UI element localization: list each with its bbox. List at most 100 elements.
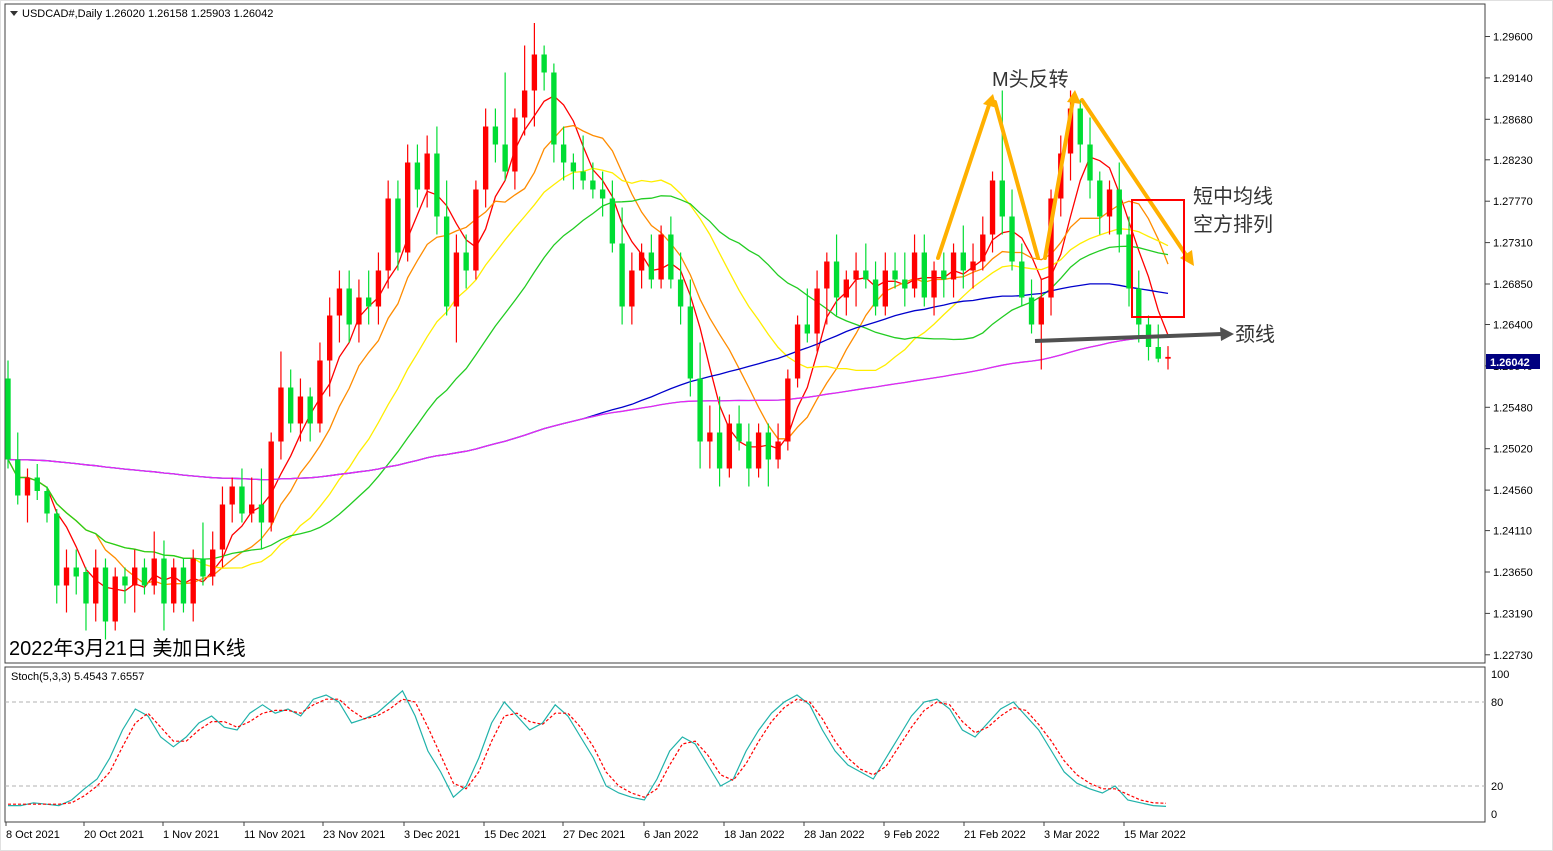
candle-body [560, 144, 567, 163]
candle-body [1155, 347, 1161, 359]
m-top-arrow-up-1 [936, 100, 992, 260]
candle-body [785, 378, 791, 442]
candle-body [707, 432, 713, 442]
stoch-tick-label: 0 [1491, 809, 1497, 821]
candle-body [132, 567, 138, 586]
candle-body [872, 279, 879, 307]
candle-body [746, 441, 752, 469]
price-tick-label: 1.28230 [1493, 155, 1533, 167]
candle-body [902, 279, 908, 289]
m-top-arrow-up-2 [1043, 98, 1075, 260]
price-tick-label: 1.25480 [1493, 402, 1533, 414]
price-tick-label: 1.23190 [1493, 608, 1533, 620]
candle-body [385, 198, 391, 271]
candle-body [63, 567, 70, 586]
candle-body [541, 54, 547, 73]
date-tick-label: 28 Jan 2022 [804, 829, 865, 841]
ma-200-line [7, 335, 1169, 481]
candle-body [941, 270, 947, 280]
trend-arrow-down [1080, 98, 1190, 260]
candle-body [404, 162, 411, 253]
candle-body [15, 459, 21, 496]
trend-arrowhead-down [1180, 250, 1194, 266]
stoch-header: Stoch(5,3,3) 5.4543 7.6557 [11, 671, 144, 683]
candle-body [590, 180, 596, 190]
candle-body [521, 90, 528, 118]
price-tick-label: 1.29600 [1493, 32, 1533, 44]
candle-body [258, 504, 265, 523]
candle-body [677, 279, 684, 307]
date-tick-label: 9 Feb 2022 [884, 829, 940, 841]
candle-body [219, 504, 226, 550]
candle-body [229, 486, 235, 505]
candle-body [473, 189, 479, 271]
candle-body [434, 153, 440, 217]
candle-body [863, 270, 869, 280]
candle-body [1116, 189, 1122, 235]
candle-body [161, 558, 167, 604]
candle-body [512, 117, 518, 172]
candle-body [570, 162, 577, 172]
price-tick-label: 1.26400 [1493, 320, 1533, 332]
candle-body [882, 270, 888, 307]
candle-body [1009, 216, 1015, 262]
candle-body [414, 162, 421, 190]
price-tick-label: 1.26850 [1493, 279, 1533, 291]
m-top-pattern [936, 90, 1194, 266]
candle-body [1126, 234, 1132, 289]
candle-body [609, 198, 616, 244]
candle-body [697, 378, 703, 442]
candle-body [1097, 180, 1103, 217]
candle-body [492, 126, 499, 145]
candle-body [34, 477, 40, 491]
candle-body [950, 252, 957, 280]
candle-body [980, 234, 986, 262]
candle-body [1048, 198, 1054, 298]
price-tick-label: 1.22730 [1493, 650, 1533, 662]
stoch-signal-line [8, 698, 1167, 805]
candle-body [210, 549, 216, 577]
candle-body [346, 288, 352, 325]
candle-body [999, 180, 1005, 217]
price-tick-label: 1.27310 [1493, 238, 1533, 250]
candle-body [365, 297, 372, 307]
date-tick-label: 1 Nov 2021 [163, 829, 219, 841]
price-panel [4, 3, 1486, 664]
price-tick-label: 1.27770 [1493, 196, 1533, 208]
candle-body [1165, 356, 1171, 359]
date-tick-label: 8 Oct 2021 [6, 829, 60, 841]
candle-body [833, 261, 840, 298]
candle-body [502, 144, 508, 172]
candle-body [599, 189, 606, 199]
candle-body [619, 243, 625, 307]
date-tick-label: 11 Nov 2021 [244, 829, 306, 841]
price-tick-label: 1.23650 [1493, 567, 1533, 579]
candle-body [336, 288, 343, 316]
candle-body [824, 261, 830, 289]
candlesticks [5, 23, 1171, 640]
date-tick-label: 21 Feb 2022 [964, 829, 1026, 841]
candle-body [989, 180, 996, 235]
chart-caption: 2022年3月21日 美加日K线 [9, 637, 246, 660]
candle-body [970, 261, 976, 271]
moving-average-lines [7, 95, 1169, 592]
candle-body [424, 153, 430, 190]
candle-body [911, 252, 918, 289]
date-tick-label: 20 Oct 2021 [84, 829, 144, 841]
candle-body [960, 252, 966, 271]
candle-body [297, 396, 304, 424]
candle-body [327, 315, 333, 361]
stoch-tick-label: 100 [1491, 669, 1509, 681]
candle-body [180, 567, 187, 604]
stoch-axis: 0 20 80 100 [1491, 669, 1509, 821]
candle-body [24, 477, 31, 496]
date-axis: 8 Oct 2021 20 Oct 2021 1 Nov 2021 11 Nov 20… [5, 822, 1186, 841]
candle-body [44, 491, 50, 514]
candle-body [1087, 144, 1093, 181]
stochastic-oscillator [5, 689, 1485, 807]
candle-body [73, 567, 79, 577]
candle-body [687, 306, 694, 379]
symbol-dropdown-icon[interactable] [10, 11, 18, 16]
candle-body [249, 504, 255, 514]
